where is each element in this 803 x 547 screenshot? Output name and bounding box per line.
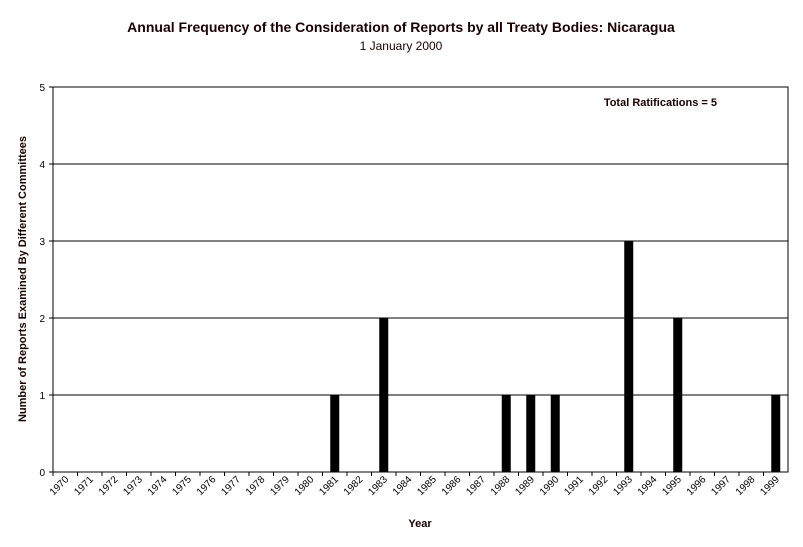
x-tick-label: 1994 <box>636 474 660 498</box>
bar-1995 <box>673 318 683 472</box>
x-tick-label: 1992 <box>587 474 611 498</box>
x-tick-label: 1978 <box>244 474 268 498</box>
y-axis-ticks: 0 1 2 3 4 5 <box>39 83 53 479</box>
x-tick-label: 1987 <box>464 474 488 498</box>
y-tick-label: 5 <box>39 83 45 94</box>
x-tick-label: 1999 <box>758 474 782 498</box>
bars <box>330 241 781 472</box>
x-tick-label: 1980 <box>293 474 317 498</box>
chart-subtitle: 1 January 2000 <box>360 39 443 53</box>
x-tick-label: 1983 <box>366 474 390 498</box>
x-axis-ticks: 1970 1971 1972 1973 1974 1975 1976 1977 1978 1979… <box>48 472 782 498</box>
x-tick-label: 1998 <box>734 474 758 498</box>
x-tick-label: 1977 <box>219 474 243 498</box>
x-tick-label: 1985 <box>415 474 439 498</box>
x-tick-label: 1984 <box>391 474 415 498</box>
y-tick-label: 4 <box>39 160 45 171</box>
x-tick-label: 1976 <box>195 474 219 498</box>
x-tick-label: 1970 <box>48 474 72 498</box>
y-tick-label: 1 <box>39 391 45 402</box>
bar-1988 <box>501 395 511 472</box>
x-tick-label: 1979 <box>268 474 292 498</box>
gridlines <box>53 163 788 396</box>
y-tick-label: 0 <box>39 468 45 479</box>
x-tick-label: 1991 <box>562 474 586 498</box>
x-tick-label: 1986 <box>440 474 464 498</box>
x-axis-label: Year <box>408 518 432 530</box>
x-tick-label: 1990 <box>538 474 562 498</box>
x-tick-label: 1997 <box>709 474 733 498</box>
x-tick-label: 1988 <box>489 474 513 498</box>
bar-1999 <box>771 395 781 472</box>
y-tick-label: 3 <box>39 237 45 248</box>
chart-title: Annual Frequency of the Consideration of… <box>127 19 675 35</box>
bar-1990 <box>550 395 560 472</box>
x-tick-label: 1981 <box>317 474 341 498</box>
x-tick-label: 1993 <box>611 474 635 498</box>
x-tick-label: 1972 <box>97 474 121 498</box>
x-tick-label: 1973 <box>121 474 145 498</box>
x-tick-label: 1971 <box>72 474 96 498</box>
x-tick-label: 1975 <box>170 474 194 498</box>
total-ratifications-annotation: Total Ratifications = 5 <box>604 97 717 109</box>
bar-1993 <box>624 241 634 472</box>
x-tick-label: 1995 <box>660 474 684 498</box>
bar-1983 <box>379 318 389 472</box>
x-tick-label: 1982 <box>342 474 366 498</box>
x-tick-label: 1974 <box>146 474 170 498</box>
x-tick-label: 1996 <box>685 474 709 498</box>
bar-1989 <box>526 395 536 472</box>
x-tick-label: 1989 <box>513 474 537 498</box>
y-tick-label: 2 <box>39 314 45 325</box>
y-axis-label: Number of Reports Examined By Different … <box>17 136 29 422</box>
bar-1981 <box>330 395 340 472</box>
plot-frame <box>52 86 789 473</box>
